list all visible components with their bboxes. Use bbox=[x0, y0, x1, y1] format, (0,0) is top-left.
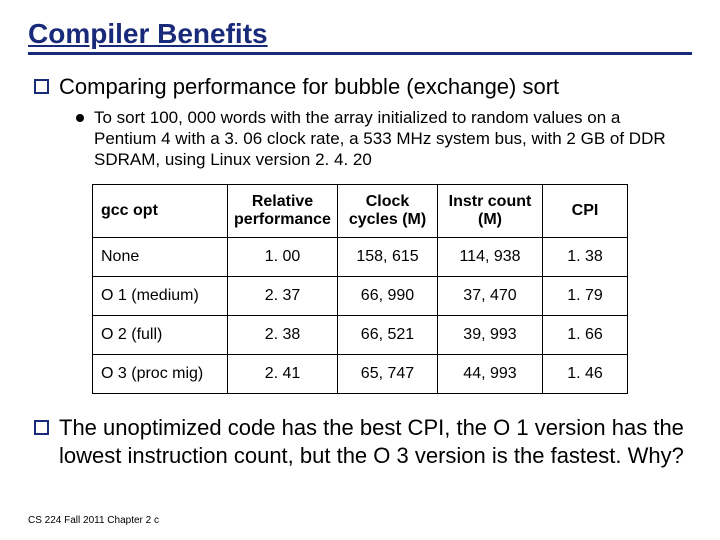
compiler-table: gcc opt Relative performance Clock cycle… bbox=[92, 184, 628, 394]
cell-rel: 1. 00 bbox=[228, 238, 338, 277]
cell-instr: 114, 938 bbox=[438, 238, 543, 277]
cell-cpi: 1. 46 bbox=[543, 355, 628, 394]
cell-rel: 2. 41 bbox=[228, 355, 338, 394]
cell-instr: 44, 993 bbox=[438, 355, 543, 394]
bullet-level1-1-text: Comparing performance for bubble (exchan… bbox=[59, 73, 559, 101]
cell-cpi: 1. 38 bbox=[543, 238, 628, 277]
table-row: O 3 (proc mig) 2. 41 65, 747 44, 993 1. … bbox=[93, 355, 628, 394]
slide-root: Compiler Benefits Comparing performance … bbox=[0, 0, 720, 540]
bullet-level1-1: Comparing performance for bubble (exchan… bbox=[34, 73, 692, 101]
th-gcc-opt: gcc opt bbox=[93, 185, 228, 238]
table-row: None 1. 00 158, 615 114, 938 1. 38 bbox=[93, 238, 628, 277]
cell-cyc: 158, 615 bbox=[338, 238, 438, 277]
cell-opt: O 2 (full) bbox=[93, 316, 228, 355]
th-rel-perf: Relative performance bbox=[228, 185, 338, 238]
cell-cyc: 66, 990 bbox=[338, 277, 438, 316]
cell-rel: 2. 37 bbox=[228, 277, 338, 316]
cell-opt: O 1 (medium) bbox=[93, 277, 228, 316]
square-bullet-icon bbox=[34, 79, 49, 94]
cell-rel: 2. 38 bbox=[228, 316, 338, 355]
cell-cpi: 1. 79 bbox=[543, 277, 628, 316]
cell-opt: O 3 (proc mig) bbox=[93, 355, 228, 394]
cell-instr: 39, 993 bbox=[438, 316, 543, 355]
bullet-level2-1: To sort 100, 000 words with the array in… bbox=[76, 107, 682, 171]
table-row: O 1 (medium) 2. 37 66, 990 37, 470 1. 79 bbox=[93, 277, 628, 316]
bullet-level1-2-text: The unoptimized code has the best CPI, t… bbox=[59, 414, 692, 469]
cell-instr: 37, 470 bbox=[438, 277, 543, 316]
title-rule bbox=[28, 52, 692, 55]
square-bullet-icon bbox=[34, 420, 49, 435]
table-header-row: gcc opt Relative performance Clock cycle… bbox=[93, 185, 628, 238]
th-instr: Instr count (M) bbox=[438, 185, 543, 238]
slide-title: Compiler Benefits bbox=[28, 18, 692, 50]
cell-cyc: 66, 521 bbox=[338, 316, 438, 355]
cell-opt: None bbox=[93, 238, 228, 277]
th-cpi: CPI bbox=[543, 185, 628, 238]
slide-footer: CS 224 Fall 2011 Chapter 2 c bbox=[28, 515, 159, 526]
bullet-level1-2: The unoptimized code has the best CPI, t… bbox=[34, 414, 692, 469]
table-row: O 2 (full) 2. 38 66, 521 39, 993 1. 66 bbox=[93, 316, 628, 355]
cell-cyc: 65, 747 bbox=[338, 355, 438, 394]
disc-bullet-icon bbox=[76, 114, 84, 122]
th-cycles: Clock cycles (M) bbox=[338, 185, 438, 238]
cell-cpi: 1. 66 bbox=[543, 316, 628, 355]
bullet-level2-1-text: To sort 100, 000 words with the array in… bbox=[94, 107, 682, 171]
